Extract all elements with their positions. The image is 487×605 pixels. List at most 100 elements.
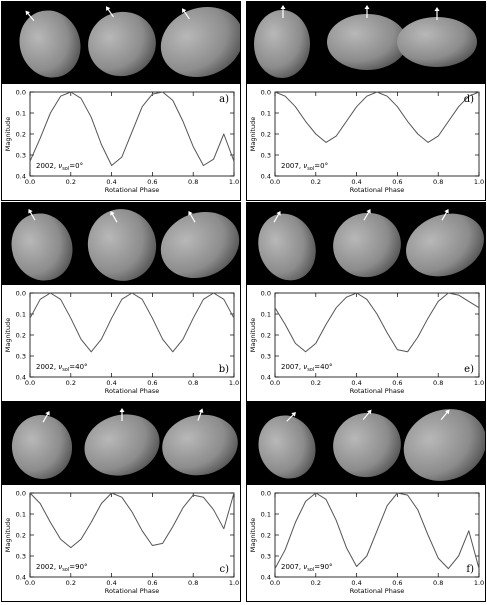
shape-strip-svg [258, 208, 484, 281]
lightcurve-line [29, 492, 235, 549]
y-tick-label: 0.1 [261, 511, 271, 519]
x-tick-label: 0.2 [66, 379, 76, 387]
ellipsoid-2 [333, 212, 401, 278]
spin-axis-arrow-2 [362, 409, 372, 420]
x-axis-label: Rotational Phase [105, 587, 159, 595]
annotation-nu: ν [303, 162, 307, 170]
y-tick-label: 0.4 [16, 173, 26, 181]
shape-strip-svg [254, 5, 477, 78]
lightcurve-plot: 0.0 0.2 0.4 0.6 0.8 1.00.00.10.20.30.4Rotatio… [4, 290, 239, 396]
ellipsoid-2 [84, 414, 160, 476]
annotation-sub: sol [62, 567, 69, 573]
y-axis-label: Magnitude [4, 318, 12, 352]
panel-label: d) [464, 94, 474, 105]
x-tick-label: 0.6 [392, 178, 402, 186]
annotation-nu: ν [58, 162, 62, 170]
spin-axis-arrow-2 [363, 208, 371, 221]
y-tick-label: 0.4 [16, 574, 26, 582]
y-axis-label: Magnitude [4, 117, 12, 151]
panel-d: 0.0 0.2 0.4 0.6 0.8 1.0 0.0 0.1 0.2 0.3 0.4 Rotatio… [246, 1, 486, 201]
condition-annotation: 2007, νsol=0° [281, 162, 328, 172]
panel-b: 0.0 0.2 0.4 0.6 0.8 1.0 0.0 0.1 0.2 0.3 0.4 Rotatio… [1, 202, 241, 402]
ellipsoid-2 [87, 209, 157, 281]
x-tick-label: 0.4 [351, 379, 361, 387]
y-tick-label: 0.2 [16, 332, 26, 340]
annotation-sub: sol [307, 567, 314, 573]
ellipsoid-2 [88, 11, 156, 77]
x-tick-label: 1.0 [474, 379, 484, 387]
spin-axis-arrow-3 [440, 409, 450, 420]
lightcurve-plot: 0.0 0.2 0.4 0.6 0.8 1.00.00.10.20.30.4Rotatio… [4, 490, 239, 596]
x-tick-label: 0.4 [106, 579, 116, 587]
y-tick-label: 0.3 [16, 152, 26, 160]
annotation-year: 2002, [36, 363, 58, 371]
y-tick-label: 0.0 [261, 490, 271, 498]
y-axis-label: Magnitude [249, 318, 257, 352]
annotation-sub: sol [62, 367, 69, 373]
y-tick-label: 0.1 [16, 311, 26, 319]
ellipsoid-3 [160, 6, 240, 78]
y-tick-label: 0.0 [261, 290, 271, 298]
annotation-nu: ν [303, 363, 307, 371]
ellipsoid-2 [327, 14, 407, 70]
x-tick-label: 0.6 [147, 579, 157, 587]
y-tick-label: 0.0 [16, 490, 26, 498]
spin-axis-arrow-1 [273, 210, 281, 223]
x-tick-label: 0.4 [106, 379, 116, 387]
x-tick-label: 0.4 [351, 579, 361, 587]
x-axis-label: Rotational Phase [350, 186, 404, 194]
y-tick-label: 0.1 [16, 511, 26, 519]
ellipsoid-3 [397, 17, 477, 67]
x-tick-label: 0.2 [66, 579, 76, 587]
shape-strip [247, 2, 485, 84]
x-tick-label: 0.6 [392, 579, 402, 587]
spin-axis-arrow-3 [197, 408, 204, 421]
x-tick-label: 0.0 [270, 379, 280, 387]
x-tick-label: 1.0 [229, 579, 239, 587]
annotation-year: 2007, [281, 563, 303, 571]
panel-label: f) [466, 564, 474, 575]
shape-strip-svg [19, 6, 240, 78]
x-axis-label: Rotational Phase [350, 387, 404, 395]
annotation-nu: ν [303, 563, 307, 571]
x-tick-label: 0.0 [270, 579, 280, 587]
x-tick-label: 0.0 [25, 579, 35, 587]
lightcurve-plot: 0.0 0.2 0.4 0.6 0.8 1.00.00.10.20.30.4Rotatio… [249, 89, 484, 195]
lightcurve-line [274, 91, 480, 143]
x-axis-label: Rotational Phase [105, 387, 159, 395]
y-tick-label: 0.4 [261, 574, 271, 582]
y-tick-label: 0.3 [16, 353, 26, 361]
x-tick-label: 0.8 [188, 579, 198, 587]
panel-label: c) [219, 564, 229, 575]
annotation-value: =90° [314, 563, 332, 571]
y-axis-label: Magnitude [4, 518, 12, 552]
condition-annotation: 2007, νsol=40° [281, 363, 333, 373]
lightcurve-line [29, 292, 235, 353]
x-axis-label: Rotational Phase [350, 587, 404, 595]
y-tick-label: 0.1 [261, 110, 271, 118]
spin-axis-arrow-3 [434, 7, 440, 20]
y-tick-label: 0.2 [261, 532, 271, 540]
ellipsoid-1 [258, 415, 316, 479]
x-tick-label: 0.2 [311, 379, 321, 387]
shape-strip [2, 2, 240, 84]
y-tick-label: 0.3 [261, 152, 271, 160]
shape-strip [247, 203, 485, 285]
lightcurve-plot: 0.0 0.2 0.4 0.6 0.8 1.00.00.10.20.30.4Rotatio… [4, 89, 239, 195]
spin-axis-arrow-1 [28, 208, 36, 221]
annotation-value: =0° [69, 162, 83, 170]
x-tick-label: 0.0 [25, 178, 35, 186]
lightcurve-line [274, 292, 480, 353]
annotation-year: 2002, [36, 162, 58, 170]
spin-axis-arrow-2 [105, 6, 114, 18]
spin-axis-arrow-1 [25, 10, 35, 21]
annotation-sub: sol [307, 166, 314, 172]
spin-axis-arrow-2 [110, 210, 118, 223]
ellipsoid-3 [406, 213, 484, 277]
shape-strip-svg [11, 408, 238, 479]
x-tick-label: 0.2 [66, 178, 76, 186]
lightcurve-line [29, 91, 235, 166]
annotation-year: 2007, [281, 162, 303, 170]
x-tick-label: 0.8 [188, 379, 198, 387]
x-tick-label: 1.0 [229, 379, 239, 387]
